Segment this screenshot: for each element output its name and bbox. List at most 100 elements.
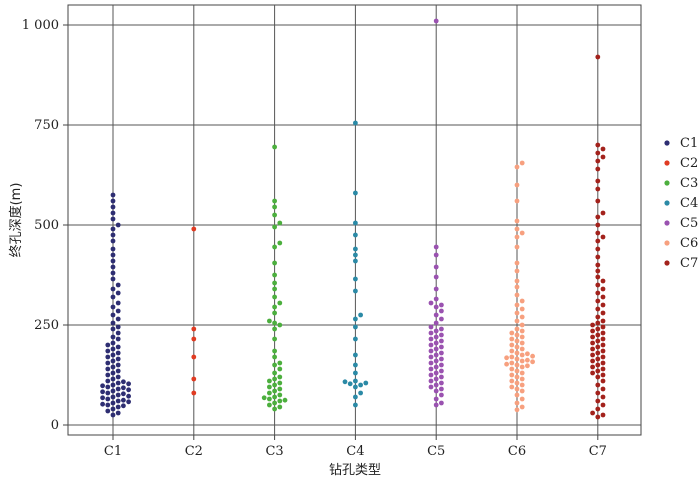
data-point-c1	[126, 387, 131, 393]
data-point-c3	[272, 362, 277, 368]
data-point-c6	[504, 355, 509, 361]
data-point-c3	[272, 294, 277, 300]
data-point-c6	[514, 318, 520, 324]
data-point-c3	[272, 394, 277, 400]
data-point-c7	[595, 186, 601, 192]
data-point-c4	[353, 316, 358, 322]
data-point-c1	[110, 252, 116, 258]
data-point-c1	[115, 392, 121, 398]
data-point-c7	[595, 362, 601, 368]
data-point-c3	[261, 395, 267, 401]
y-tick-label: 750	[34, 118, 59, 133]
data-point-c6	[519, 328, 525, 334]
legend-marker	[664, 240, 670, 246]
data-point-c6	[519, 314, 525, 320]
data-point-c2	[191, 354, 197, 360]
data-point-c5	[439, 400, 444, 406]
data-points	[100, 18, 606, 420]
data-point-c3	[272, 310, 277, 316]
data-point-c1	[115, 350, 121, 356]
data-point-c3	[272, 244, 277, 250]
data-point-c5	[428, 372, 434, 378]
data-point-c6	[514, 374, 520, 380]
data-point-c4	[358, 390, 363, 396]
data-point-c6	[519, 404, 525, 410]
data-point-c1	[110, 294, 116, 300]
data-point-c4	[358, 382, 363, 388]
plot-area	[67, 4, 642, 436]
data-point-c6	[509, 348, 515, 354]
data-point-c5	[439, 338, 444, 344]
data-point-c5	[433, 388, 439, 394]
x-tick-label: C5	[427, 444, 445, 459]
data-point-c6	[514, 218, 520, 224]
data-point-c6	[514, 380, 520, 386]
data-point-c5	[433, 370, 439, 376]
data-point-c6	[514, 226, 520, 232]
data-point-c5	[439, 316, 444, 322]
data-point-c2	[191, 326, 197, 332]
data-point-c7	[595, 268, 601, 274]
data-point-c7	[595, 320, 601, 326]
data-point-c6	[519, 160, 525, 166]
data-point-c7	[595, 356, 601, 362]
data-point-c7	[600, 324, 606, 330]
data-point-c1	[110, 258, 116, 264]
data-point-c5	[428, 300, 434, 306]
data-point-c6	[525, 357, 530, 363]
data-point-c3	[272, 260, 277, 266]
data-point-c6	[519, 370, 525, 376]
data-point-c7	[595, 350, 601, 356]
data-point-c1	[121, 403, 126, 409]
data-point-c7	[595, 414, 601, 420]
data-point-c6	[514, 260, 520, 266]
data-point-c1	[110, 400, 116, 406]
data-point-c1	[110, 394, 116, 400]
data-point-c1	[115, 290, 121, 296]
data-point-c5	[433, 346, 439, 352]
data-point-c1	[115, 368, 121, 374]
data-point-c4	[353, 402, 358, 408]
data-point-c1	[110, 358, 116, 364]
data-point-c7	[600, 372, 606, 378]
data-point-c5	[428, 324, 434, 330]
data-point-c6	[514, 268, 520, 274]
data-point-c5	[433, 264, 439, 270]
data-point-c6	[519, 334, 525, 340]
legend-label: C3	[680, 176, 698, 191]
data-point-c4	[353, 276, 358, 282]
data-point-c1	[110, 246, 116, 252]
data-point-c6	[514, 310, 520, 316]
data-point-c1	[115, 374, 121, 380]
data-point-c6	[519, 388, 525, 394]
data-point-c1	[121, 391, 126, 397]
y-axis-title: 终孔深度(m)	[8, 183, 24, 258]
data-point-c5	[433, 296, 439, 302]
data-point-c3	[272, 198, 277, 204]
data-point-c5	[439, 356, 444, 362]
data-point-c2	[191, 226, 197, 232]
data-point-c6	[514, 302, 520, 308]
data-point-c1	[105, 402, 111, 408]
data-point-c4	[358, 312, 363, 318]
data-point-c7	[595, 142, 601, 148]
data-point-c1	[105, 390, 111, 396]
data-point-c1	[105, 348, 111, 354]
y-tick-label: 250	[34, 318, 59, 333]
data-point-c1	[115, 386, 121, 392]
data-point-c7	[600, 318, 606, 324]
data-point-c5	[433, 396, 439, 402]
data-point-c2	[191, 390, 197, 396]
data-point-c3	[272, 272, 277, 278]
data-point-c5	[428, 360, 434, 366]
legend-marker	[664, 260, 670, 266]
data-point-c6	[519, 396, 525, 402]
data-point-c1	[110, 198, 116, 204]
data-point-c1	[110, 326, 116, 332]
data-point-c7	[590, 328, 595, 334]
data-point-c7	[595, 54, 601, 60]
data-point-c7	[590, 346, 595, 352]
data-point-c7	[595, 166, 601, 172]
data-point-c7	[590, 410, 595, 416]
data-point-c3	[277, 404, 283, 410]
